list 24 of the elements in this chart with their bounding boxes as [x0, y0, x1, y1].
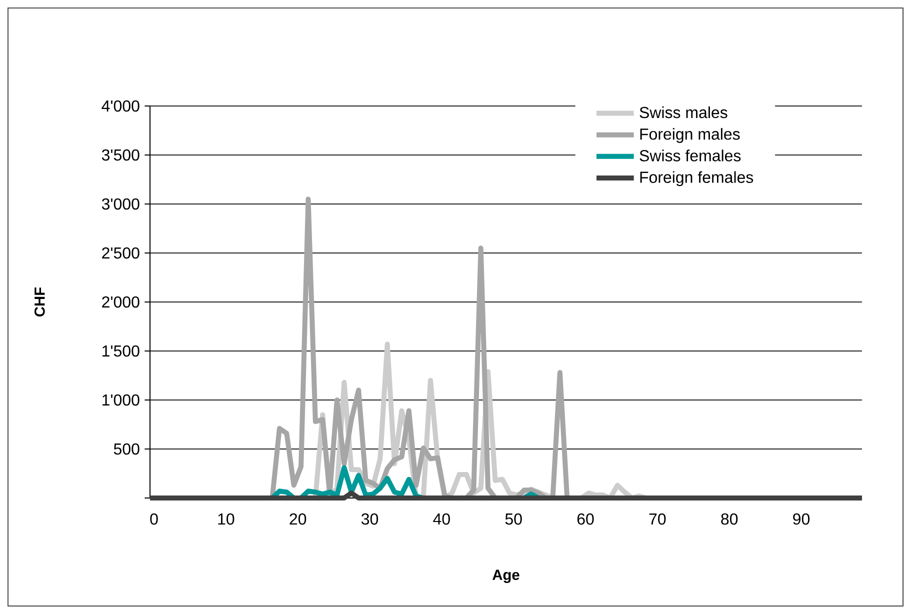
x-tick-label: 10 — [218, 513, 234, 525]
y-tick-label: 3'500 — [102, 149, 140, 161]
x-tick-label: 0 — [150, 513, 158, 525]
x-axis-title: Age — [492, 570, 520, 583]
y-axis-title: CHF — [34, 287, 45, 316]
x-tick-label: 60 — [577, 513, 594, 525]
x-tick-label: 80 — [721, 513, 738, 525]
x-tick-label: 70 — [649, 513, 666, 525]
legend-label: Swiss males — [640, 106, 728, 118]
y-tick-label: 4'000 — [102, 100, 140, 112]
legend-label: Swiss females — [640, 150, 741, 162]
y-tick-label: 2'500 — [102, 247, 140, 259]
x-tick-label: 30 — [361, 513, 378, 525]
legend-label: Foreign males — [640, 128, 740, 143]
x-tick-label: 90 — [793, 513, 810, 525]
y-tick-label: 500 — [114, 443, 140, 455]
y-tick-label: 1'500 — [102, 345, 140, 357]
y-tick-label: 2'000 — [102, 296, 140, 308]
y-tick-label: 3'000 — [102, 198, 140, 210]
x-tick-label: 20 — [290, 513, 306, 525]
x-tick-label: 50 — [505, 513, 522, 525]
x-tick-label: 40 — [433, 513, 450, 525]
legend-label: Foreign females — [640, 171, 754, 186]
y-tick-label: 1'000 — [102, 394, 140, 406]
